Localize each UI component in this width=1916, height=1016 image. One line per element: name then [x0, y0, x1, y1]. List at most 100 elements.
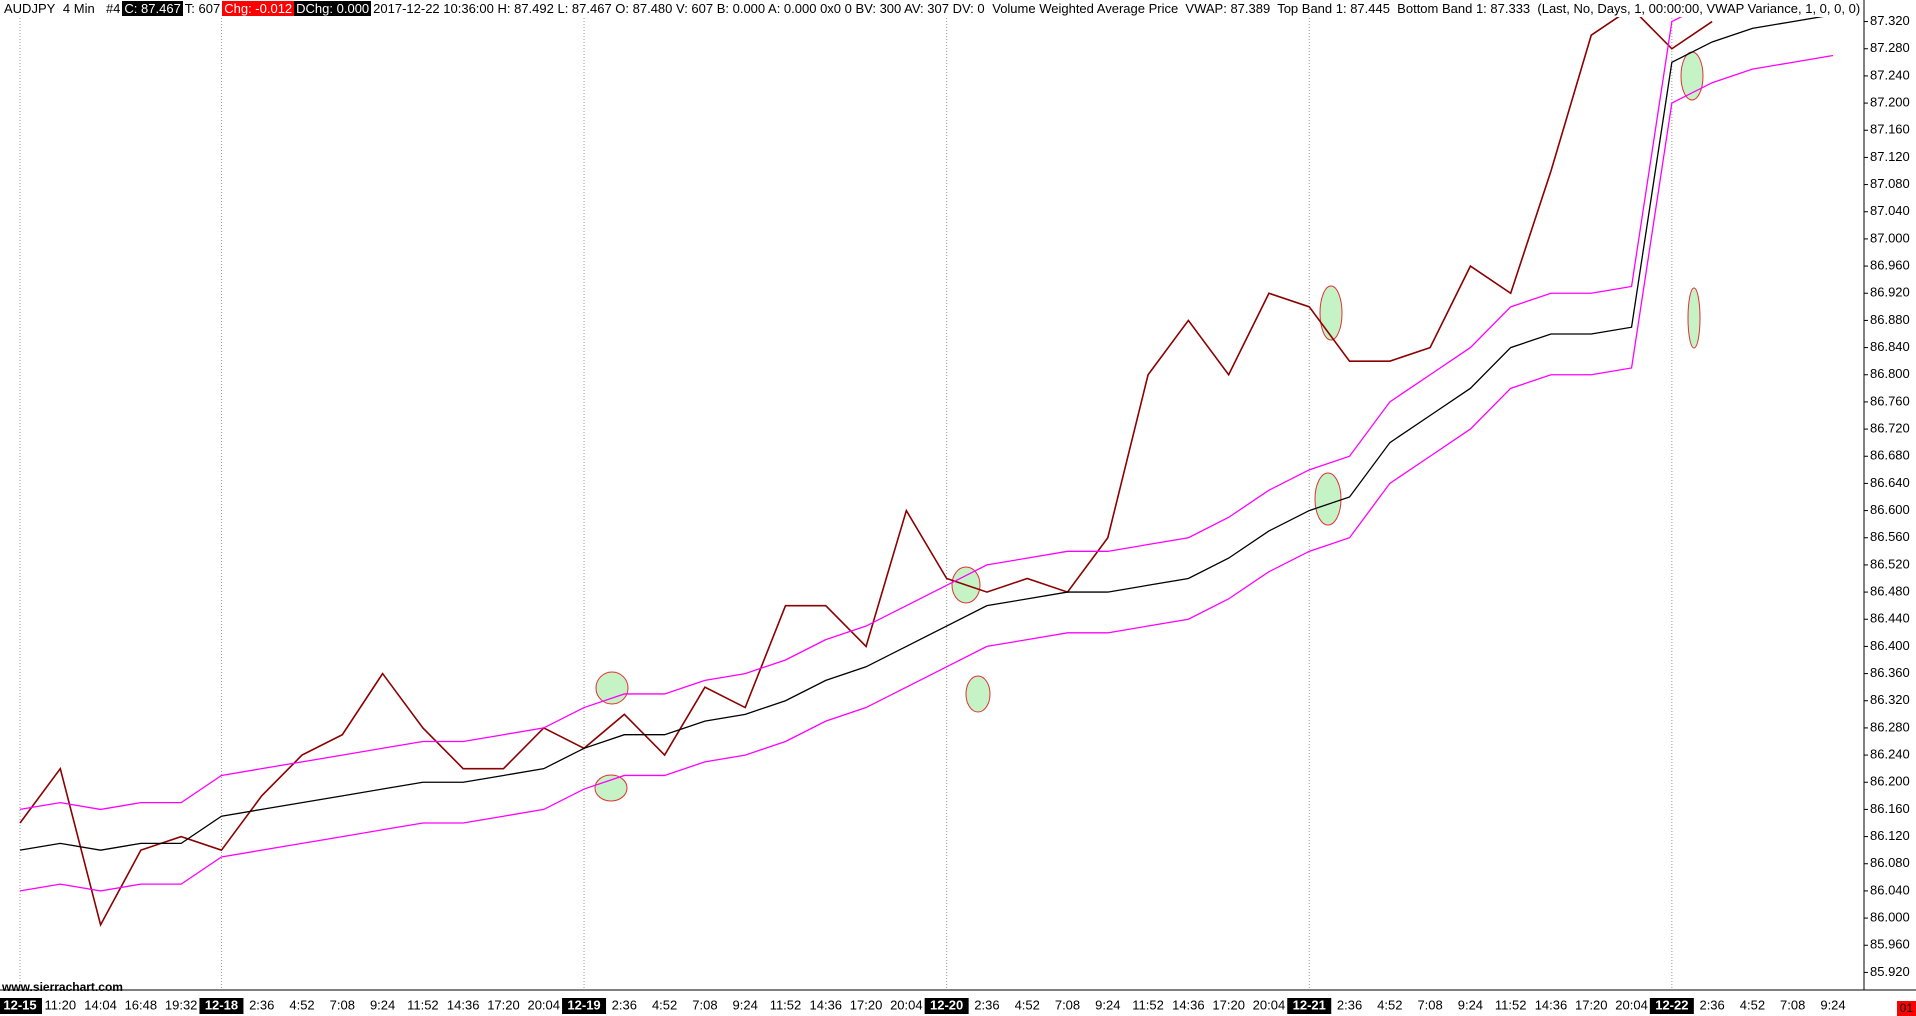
x-tick-label: 12-19	[567, 997, 600, 1012]
x-tick-label: 4:52	[1015, 997, 1040, 1012]
x-tick-label: 7:08	[1417, 997, 1442, 1012]
x-tick-label: 14:36	[1172, 997, 1205, 1012]
y-tick-label: 86.680	[1870, 448, 1910, 463]
trades: T: 607	[184, 1, 221, 16]
day-label-box	[0, 998, 42, 1014]
x-tick-label: 2:36	[612, 997, 637, 1012]
y-tick-label: 86.800	[1870, 366, 1910, 381]
series-line	[19, 17, 1713, 928]
highlight-marker	[594, 774, 628, 802]
y-tick-label: 86.880	[1870, 312, 1910, 327]
x-tick-label: 2:36	[249, 997, 274, 1012]
x-tick-label: 9:24	[1095, 997, 1120, 1012]
x-tick-label: 9:24	[733, 997, 758, 1012]
close-value: C: 87.467	[122, 1, 183, 16]
y-tick-label: 86.040	[1870, 882, 1910, 897]
x-tick-label: 4:52	[289, 997, 314, 1012]
watermark: www.sierrachart.com	[2, 980, 123, 994]
y-tick-label: 86.320	[1870, 692, 1910, 707]
x-tick-label: 12-21	[1293, 997, 1326, 1012]
day-label-box	[924, 998, 969, 1014]
y-tick-label: 86.920	[1870, 285, 1910, 300]
day-change: DChg: 0.000	[294, 1, 372, 16]
y-tick-label: 86.480	[1870, 584, 1910, 599]
y-tick-label: 85.920	[1870, 964, 1910, 979]
highlight-marker	[1687, 287, 1701, 349]
x-tick-label: 7:08	[692, 997, 717, 1012]
day-label-box	[562, 998, 607, 1014]
symbol: AUDJPY	[4, 1, 56, 16]
x-tick-label: 4:52	[652, 997, 677, 1012]
day-label-box	[1287, 998, 1332, 1014]
x-tick-label: 9:24	[370, 997, 395, 1012]
x-tick-label: 20:04	[1615, 997, 1648, 1012]
y-tick-label: 86.560	[1870, 529, 1910, 544]
y-tick-label: 87.240	[1870, 67, 1910, 82]
x-tick-label: 11:52	[407, 997, 439, 1012]
y-tick-label: 86.600	[1870, 502, 1910, 517]
y-tick-label: 86.280	[1870, 719, 1910, 734]
x-tick-label: 17:20	[850, 997, 883, 1012]
x-tick-label: 19:32	[165, 997, 198, 1012]
y-tick-label: 87.040	[1870, 203, 1910, 218]
day-label-box	[199, 998, 244, 1014]
x-tick-label: 2:36	[974, 997, 999, 1012]
y-tick-label: 86.520	[1870, 556, 1910, 571]
y-tick-label: 86.160	[1870, 801, 1910, 816]
x-tick-label: 12-15	[3, 997, 36, 1012]
x-tick-label: 17:20	[1212, 997, 1245, 1012]
change: Chg: -0.012	[222, 1, 295, 16]
y-tick-label: 87.120	[1870, 149, 1910, 164]
x-tick-label: 11:52	[1495, 997, 1527, 1012]
bar-info: 2017-12-22 10:36:00 H: 87.492 L: 87.467 …	[373, 1, 985, 16]
chart-number: #4	[105, 1, 121, 16]
x-tick-label: 17:20	[1575, 997, 1608, 1012]
x-tick-label: 17:20	[487, 997, 520, 1012]
y-tick-label: 87.080	[1870, 176, 1910, 191]
chart-header: AUDJPY 4 Min #4 C: 87.467 T: 607 Chg: -0.01…	[2, 0, 1862, 17]
x-tick-label: 14:36	[447, 997, 480, 1012]
y-tick-label: 86.120	[1870, 828, 1910, 843]
y-tick-label: 87.280	[1870, 40, 1910, 55]
series-line	[19, 54, 1834, 892]
x-tick-label: 7:08	[1780, 997, 1805, 1012]
x-tick-label: 14:04	[84, 997, 117, 1012]
y-tick-label: 86.760	[1870, 393, 1910, 408]
highlight-marker	[1319, 285, 1343, 341]
x-tick-label: 11:52	[1132, 997, 1164, 1012]
y-tick-label: 86.400	[1870, 638, 1910, 653]
x-tick-label: 20:04	[527, 997, 560, 1012]
x-tick-label: 2:36	[1699, 997, 1724, 1012]
series-line	[19, 17, 1824, 851]
day-label-box	[1649, 998, 1694, 1014]
x-tick-label: 4:52	[1377, 997, 1402, 1012]
highlight-marker	[595, 671, 629, 705]
y-tick-label: 86.720	[1870, 421, 1910, 436]
corner-label: 01	[1896, 1001, 1916, 1016]
interval: 4 Min	[62, 1, 95, 16]
y-tick-label: 86.200	[1870, 774, 1910, 789]
x-tick-label: 20:04	[890, 997, 923, 1012]
x-tick-label: 9:24	[1820, 997, 1845, 1012]
y-tick-label: 86.840	[1870, 339, 1910, 354]
x-tick-label: 11:20	[44, 997, 76, 1012]
x-tick-label: 11:52	[770, 997, 802, 1012]
y-tick-label: 86.080	[1870, 855, 1910, 870]
y-tick-label: 86.000	[1870, 910, 1910, 925]
x-tick-label: 7:08	[330, 997, 355, 1012]
x-tick-label: 14:36	[810, 997, 843, 1012]
y-tick-label: 85.960	[1870, 937, 1910, 952]
x-tick-label: 12-22	[1655, 997, 1688, 1012]
x-tick-label: 14:36	[1535, 997, 1568, 1012]
y-tick-label: 86.960	[1870, 258, 1910, 273]
y-tick-label: 86.640	[1870, 475, 1910, 490]
study-info: Volume Weighted Average Price VWAP: 87.3…	[992, 1, 1861, 16]
series-line	[19, 17, 1683, 811]
y-tick-label: 86.440	[1870, 611, 1910, 626]
y-tick-label: 87.200	[1870, 95, 1910, 110]
x-tick-label: 2:36	[1337, 997, 1362, 1012]
x-tick-label: 12-20	[930, 997, 963, 1012]
x-tick-label: 9:24	[1458, 997, 1483, 1012]
